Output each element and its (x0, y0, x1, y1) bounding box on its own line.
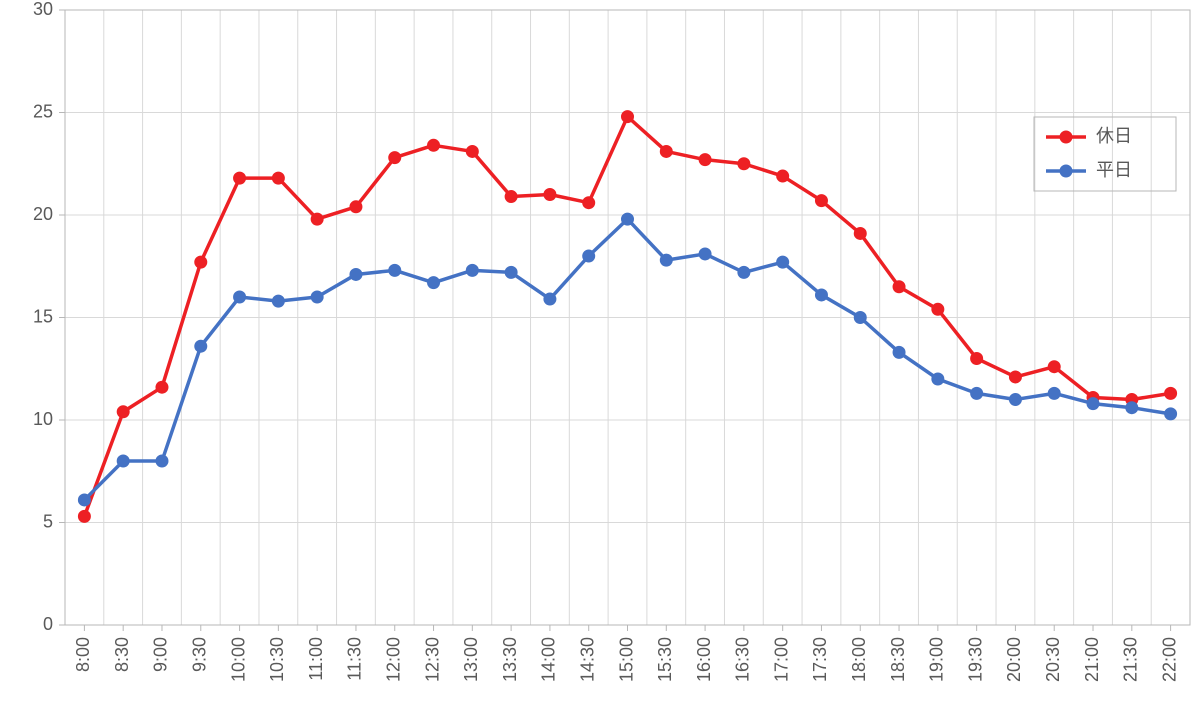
series-marker (311, 291, 323, 303)
series-marker (156, 381, 168, 393)
x-tick-label: 8:30 (112, 637, 132, 672)
y-tick-label: 5 (43, 511, 53, 531)
legend-marker-sample (1060, 165, 1072, 177)
series-marker (583, 250, 595, 262)
series-marker (893, 281, 905, 293)
series-marker (78, 510, 90, 522)
x-tick-label: 14:30 (577, 637, 597, 682)
x-tick-label: 20:00 (1004, 637, 1024, 682)
series-marker (234, 291, 246, 303)
series-marker (350, 268, 362, 280)
series-marker (428, 139, 440, 151)
series-marker (1165, 387, 1177, 399)
series-marker (583, 197, 595, 209)
line-chart: 0 5 10 15 20 25 30 8:00 8:30 9:00 9:30 10:00 10:30 11… (0, 0, 1200, 718)
series-marker (350, 201, 362, 213)
series-marker (660, 145, 672, 157)
series-marker (1048, 361, 1060, 373)
x-tick-label: 10:00 (228, 637, 248, 682)
x-tick-label: 10:30 (267, 637, 287, 682)
legend-label: 休日 (1096, 126, 1132, 146)
series-marker (854, 312, 866, 324)
legend-label: 平日 (1096, 160, 1132, 180)
y-tick-label: 25 (33, 101, 53, 121)
series-marker (622, 213, 634, 225)
series-marker (195, 256, 207, 268)
x-tick-label: 12:30 (422, 637, 442, 682)
x-tick-label: 12:00 (383, 637, 403, 682)
x-tick-label: 11:00 (306, 637, 326, 681)
series-marker (389, 152, 401, 164)
x-tick-label: 18:30 (888, 637, 908, 682)
series-marker (738, 266, 750, 278)
x-tick-label: 16:00 (694, 637, 714, 682)
series-marker (777, 170, 789, 182)
series-marker (1087, 398, 1099, 410)
series-marker (544, 189, 556, 201)
legend-marker-sample (1060, 131, 1072, 143)
x-tick-label: 9:30 (190, 637, 210, 672)
series-marker (156, 455, 168, 467)
x-tick-label: 19:30 (965, 637, 985, 682)
series-marker (777, 256, 789, 268)
y-tick-label: 15 (33, 306, 53, 326)
x-tick-label: 13:00 (461, 637, 481, 682)
series-marker (272, 172, 284, 184)
series-marker (117, 406, 129, 418)
x-tick-label: 16:30 (733, 637, 753, 682)
x-tick-label: 19:00 (927, 637, 947, 682)
series-marker (544, 293, 556, 305)
series-marker (815, 195, 827, 207)
x-tick-label: 14:00 (539, 637, 559, 682)
series-marker (932, 303, 944, 315)
x-tick-label: 22:00 (1159, 637, 1179, 682)
x-tick-label: 9:00 (151, 637, 171, 672)
series-marker (932, 373, 944, 385)
y-tick-label: 30 (33, 0, 53, 19)
series-marker (505, 266, 517, 278)
x-tick-label: 18:00 (849, 637, 869, 682)
series-marker (195, 340, 207, 352)
x-tick-label: 15:30 (655, 637, 675, 682)
x-tick-label: 11:30 (345, 637, 365, 681)
series-marker (234, 172, 246, 184)
series-marker (466, 145, 478, 157)
series-marker (428, 277, 440, 289)
x-tick-label: 8:00 (73, 637, 93, 672)
series-marker (1126, 402, 1138, 414)
series-marker (272, 295, 284, 307)
x-tick-label: 17:30 (810, 637, 830, 682)
x-tick-label: 13:30 (500, 637, 520, 682)
series-marker (699, 248, 711, 260)
series-marker (815, 289, 827, 301)
x-tick-label: 20:30 (1043, 637, 1063, 682)
series-marker (971, 353, 983, 365)
y-tick-label: 0 (43, 614, 53, 634)
series-marker (971, 387, 983, 399)
series-marker (699, 154, 711, 166)
x-tick-label: 21:30 (1121, 637, 1141, 682)
series-marker (389, 264, 401, 276)
series-marker (738, 158, 750, 170)
x-tick-label: 15:00 (616, 637, 636, 682)
chart-svg: 0 5 10 15 20 25 30 8:00 8:30 9:00 9:30 10:00 10:30 11… (0, 0, 1200, 718)
x-tick-label: 21:00 (1082, 637, 1102, 682)
series-marker (893, 346, 905, 358)
series-marker (78, 494, 90, 506)
y-tick-label: 20 (33, 204, 53, 224)
y-tick-label: 10 (33, 409, 53, 429)
series-marker (1165, 408, 1177, 420)
series-marker (854, 227, 866, 239)
series-marker (1009, 371, 1021, 383)
series-marker (117, 455, 129, 467)
series-marker (466, 264, 478, 276)
x-tick-label: 17:00 (771, 637, 791, 682)
series-marker (505, 191, 517, 203)
series-marker (660, 254, 672, 266)
series-marker (622, 111, 634, 123)
series-marker (1009, 394, 1021, 406)
series-marker (1048, 387, 1060, 399)
series-marker (311, 213, 323, 225)
